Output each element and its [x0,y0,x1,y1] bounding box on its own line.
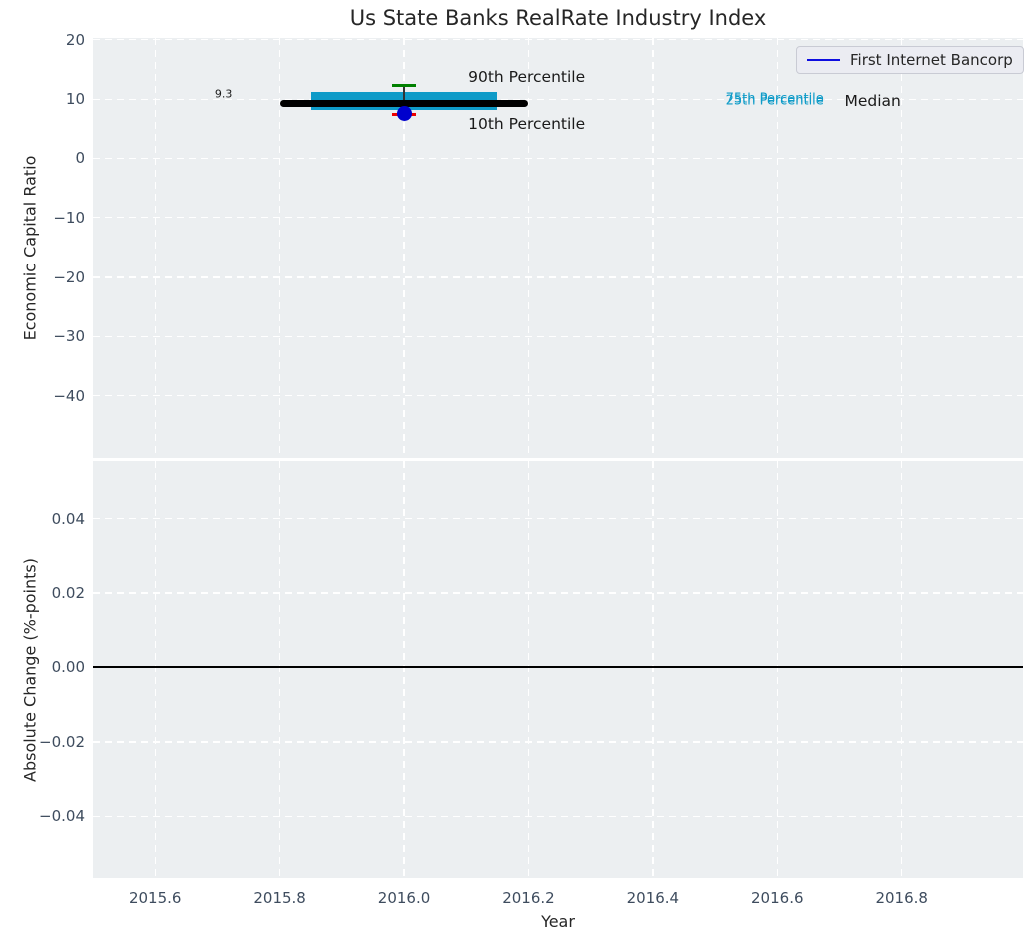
bottom-plot-area [93,461,1023,878]
x-axis-label: Year [541,912,575,931]
x-gridline [527,38,530,458]
y-gridline [93,335,1023,338]
x-gridline [527,461,530,878]
y-gridline [93,98,1023,100]
annotation-90th-percentile: 90th Percentile [468,68,586,87]
x-tick-label: 2016.2 [502,889,555,907]
y-tick-label: −40 [53,386,85,405]
x-tick-label: 2016.8 [875,889,928,907]
annotation-25th-percentile: 25th Percentile [725,93,824,109]
legend-line-sample [807,59,840,61]
y-tick-label: 0.02 [51,584,85,603]
y-gridline [93,39,1023,41]
y-tick-label: 0.04 [51,509,85,528]
y-tick-label: −0.04 [39,807,85,826]
top-plot-area [93,38,1023,458]
x-tick-label: 2016.0 [377,889,431,907]
y-gridline [93,741,1023,743]
legend-label: First Internet Bancorp [850,51,1013,69]
y-tick-label: 0 [75,149,85,168]
y-tick-label: 20 [65,30,85,49]
chart-title: Us State Banks RealRate Industry Index [349,6,767,30]
x-gridline [901,38,903,458]
x-gridline [652,38,654,458]
y-tick-label: −0.02 [39,732,85,751]
y-tick-label: 0.00 [51,658,85,677]
x-gridline [154,38,156,458]
x-tick-label: 2015.8 [253,889,306,907]
y-tick-label: 10 [65,90,85,109]
x-gridline [901,461,903,878]
top-y-axis-label: Economic Capital Ratio [20,155,40,341]
y-gridline [93,217,1023,219]
median-line [279,99,529,107]
legend: First Internet Bancorp [796,46,1024,74]
x-gridline [279,461,281,878]
p90-cap [391,83,417,88]
x-gridline [403,461,405,878]
y-gridline [93,815,1023,817]
x-gridline [776,461,778,878]
y-gridline [93,157,1023,160]
x-tick-label: 2016.6 [751,889,804,907]
x-tick-label: 2016.4 [626,889,680,907]
y-gridline [93,276,1023,278]
y-tick-label: −10 [53,208,85,227]
y-gridline [93,592,1023,594]
x-gridline [652,461,654,878]
company-dot [396,106,412,122]
y-gridline [93,395,1023,397]
x-gridline [154,461,156,878]
x-gridline [776,38,778,458]
annotation-75th-percentile: 75th Percentile [725,91,824,107]
annotation-9-3: 9.3 [214,87,233,101]
annotation-median: Median [844,91,901,110]
y-tick-label: −20 [53,268,85,287]
zero-line [93,666,1023,669]
annotation-10th-percentile: 10th Percentile [468,114,586,133]
x-gridline [403,38,405,458]
x-tick-label: 2015.6 [128,889,182,907]
y-gridline [93,518,1023,520]
y-tick-label: −30 [53,327,85,346]
x-gridline [279,38,281,458]
